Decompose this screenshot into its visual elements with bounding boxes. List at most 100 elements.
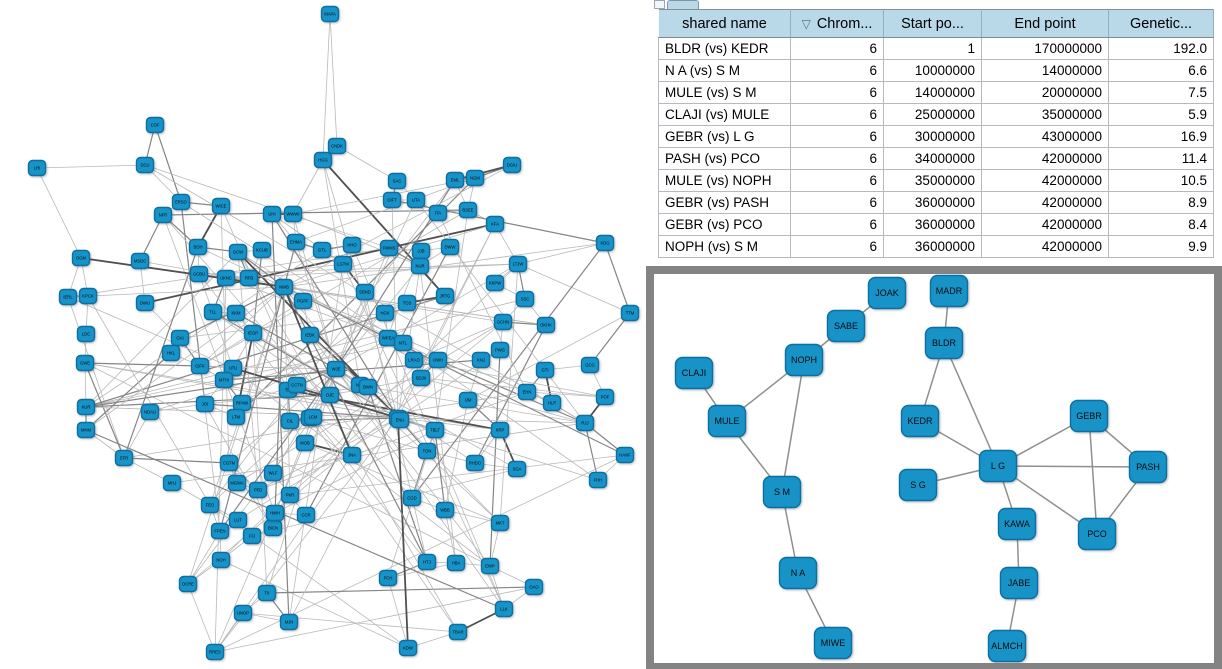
- cell-shared-name[interactable]: GEBR (vs) L G: [658, 125, 791, 148]
- network-node[interactable]: GCW: [228, 243, 248, 261]
- cell-value[interactable]: 14000000: [883, 81, 982, 104]
- network-node-LG[interactable]: L G: [978, 449, 1018, 483]
- cell-value[interactable]: 170000000: [981, 37, 1109, 60]
- network-node[interactable]: NUR: [410, 257, 430, 275]
- network-node[interactable]: FPEN: [210, 522, 230, 540]
- network-node[interactable]: PKR: [280, 486, 300, 504]
- network-node[interactable]: NFR: [153, 206, 173, 224]
- cell-value[interactable]: 6: [790, 147, 884, 170]
- network-node[interactable]: TON: [417, 442, 437, 460]
- network-node[interactable]: IJM: [458, 391, 478, 409]
- network-node[interactable]: GCG: [580, 356, 600, 374]
- network-node[interactable]: LGTM: [333, 255, 353, 273]
- network-node[interactable]: CGTM: [219, 454, 239, 472]
- network-node[interactable]: KNJ: [471, 351, 491, 369]
- cell-value[interactable]: 6: [790, 103, 884, 126]
- network-node[interactable]: TBAR: [448, 623, 468, 641]
- network-node[interactable]: HANF: [615, 446, 635, 464]
- cell-shared-name[interactable]: MULE (vs) NOPH: [658, 169, 791, 192]
- network-node[interactable]: IEGP: [243, 324, 263, 342]
- network-node[interactable]: BOH: [188, 238, 208, 256]
- network-node[interactable]: HTJ: [417, 553, 437, 571]
- cell-shared-name[interactable]: CLAJI (vs) MULE: [658, 103, 791, 126]
- network-node[interactable]: RPAW: [232, 394, 252, 412]
- cell-value[interactable]: 10000000: [883, 59, 982, 82]
- network-node[interactable]: ITA: [428, 204, 448, 222]
- network-node[interactable]: ERSO: [171, 193, 191, 211]
- column-header-2[interactable]: Start po...: [883, 9, 982, 38]
- column-header-0[interactable]: shared name: [658, 9, 791, 38]
- table-row[interactable]: BLDR (vs) KEDR 6 1 170000000 192.0: [658, 37, 1214, 60]
- network-node-BLDR[interactable]: BLDR: [924, 326, 964, 360]
- network-node[interactable]: LTJW: [508, 255, 528, 273]
- network-node[interactable]: UTA: [406, 191, 426, 209]
- network-node[interactable]: KKM: [226, 304, 246, 322]
- cell-shared-name[interactable]: GEBR (vs) PASH: [658, 191, 791, 214]
- network-node[interactable]: NTL: [393, 334, 413, 352]
- cell-value[interactable]: 5.9: [1108, 103, 1214, 126]
- cell-value[interactable]: 36000000: [883, 191, 982, 214]
- network-node-KAWA[interactable]: KAWA: [997, 507, 1037, 541]
- network-node[interactable]: WWWI: [283, 205, 303, 223]
- cell-value[interactable]: 6: [790, 81, 884, 104]
- cell-value[interactable]: 11.4: [1108, 147, 1214, 170]
- network-node-GEBR[interactable]: GEBR: [1069, 399, 1109, 433]
- cell-value[interactable]: 6: [790, 191, 884, 214]
- network-node[interactable]: HUT: [542, 394, 562, 412]
- network-node[interactable]: UKNC: [216, 269, 236, 287]
- cell-value[interactable]: 9.9: [1108, 235, 1214, 258]
- cell-shared-name[interactable]: BLDR (vs) KEDR: [658, 37, 791, 60]
- edge-GEBR-PCO[interactable]: [1088, 415, 1098, 535]
- network-node[interactable]: LTM: [226, 408, 246, 426]
- network-node[interactable]: IERL: [58, 288, 78, 306]
- network-node[interactable]: FHH: [588, 471, 608, 489]
- table-row[interactable]: GEBR (vs) PCO 6 36000000 42000000 8.4: [658, 213, 1214, 236]
- network-node[interactable]: DCU: [135, 156, 155, 174]
- network-node[interactable]: CIFK: [190, 357, 210, 375]
- network-node-JABE[interactable]: JABE: [999, 566, 1039, 600]
- network-node-MULE[interactable]: MULE: [707, 404, 747, 438]
- network-node[interactable]: KDW: [398, 639, 418, 657]
- table-row[interactable]: MULE (vs) S M 6 14000000 20000000 7.5: [658, 81, 1214, 104]
- network-node[interactable]: BICN: [263, 519, 283, 537]
- network-node[interactable]: HKL: [161, 344, 181, 362]
- network-node[interactable]: WICE: [211, 197, 231, 215]
- cell-value[interactable]: 30000000: [883, 125, 982, 148]
- cell-value[interactable]: 35000000: [981, 103, 1109, 126]
- cell-value[interactable]: 6: [790, 125, 884, 148]
- cell-value[interactable]: 192.0: [1108, 37, 1214, 60]
- network-node[interactable]: FWMS: [379, 239, 399, 257]
- network-node-JOAK[interactable]: JOAK: [867, 276, 907, 310]
- network-node[interactable]: DCRE: [178, 575, 198, 593]
- network-node[interactable]: WLF: [263, 464, 283, 482]
- cell-value[interactable]: 35000000: [883, 169, 982, 192]
- cell-value[interactable]: 8.9: [1108, 191, 1214, 214]
- network-node[interactable]: OGM: [71, 249, 91, 267]
- table-row[interactable]: GEBR (vs) PASH 6 36000000 42000000 8.9: [658, 191, 1214, 214]
- network-node[interactable]: JNA: [342, 446, 362, 464]
- edge-BLDR-LG[interactable]: [943, 342, 999, 467]
- network-node[interactable]: MHJ: [162, 474, 182, 492]
- network-node-SG[interactable]: S G: [898, 468, 938, 502]
- network-node[interactable]: EWP: [480, 557, 500, 575]
- network-node[interactable]: TLL: [203, 303, 223, 321]
- cell-value[interactable]: 8.4: [1108, 213, 1214, 236]
- network-node[interactable]: CNDK: [327, 137, 347, 155]
- cell-value[interactable]: 6: [790, 37, 884, 60]
- edge-NOPH-SM[interactable]: [781, 359, 805, 493]
- network-node[interactable]: PCH: [378, 569, 398, 587]
- cell-value[interactable]: 20000000: [981, 81, 1109, 104]
- cell-value[interactable]: 10.5: [1108, 169, 1214, 192]
- network-node-SM[interactable]: S M: [762, 475, 802, 509]
- network-node[interactable]: RHDO: [465, 454, 485, 472]
- cell-value[interactable]: 6: [790, 169, 884, 192]
- cell-value[interactable]: 42000000: [981, 169, 1109, 192]
- network-node[interactable]: SDJK: [411, 369, 431, 387]
- network-node[interactable]: SBND: [355, 283, 375, 301]
- cell-shared-name[interactable]: NOPH (vs) S M: [658, 235, 791, 258]
- table-row[interactable]: MULE (vs) NOPH 6 35000000 42000000 10.5: [658, 169, 1214, 192]
- network-node[interactable]: TOS: [397, 294, 417, 312]
- network-node-NA[interactable]: N A: [778, 556, 818, 590]
- network-node[interactable]: DGIU: [502, 156, 522, 174]
- network-node[interactable]: OIFT: [382, 191, 402, 209]
